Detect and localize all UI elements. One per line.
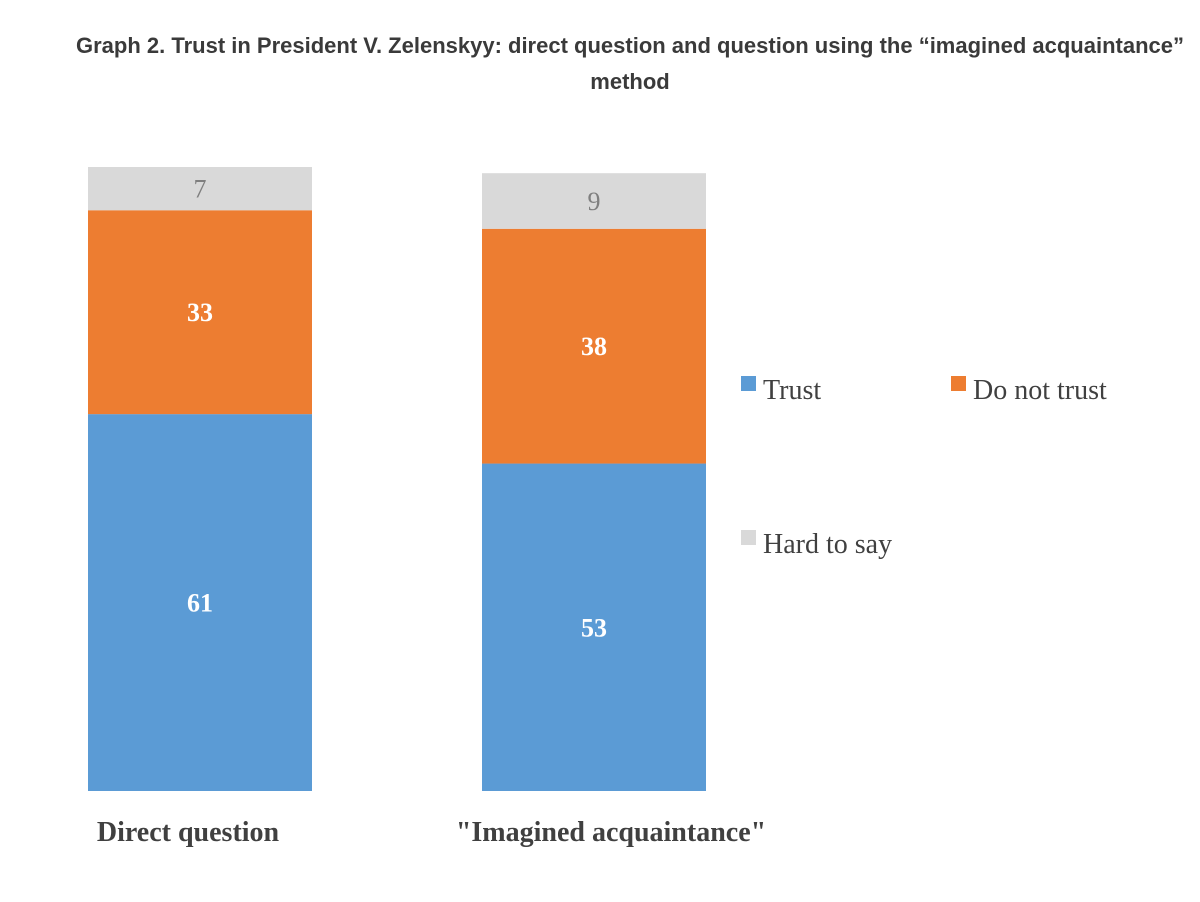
data-label-do-not-trust-2: 38 <box>581 332 607 361</box>
category-label-1: Direct question <box>97 817 280 848</box>
data-label-trust-2: 53 <box>581 613 607 642</box>
category-label-2: "Imagined acquaintance" <box>456 817 766 848</box>
bar-trust-1 <box>88 414 312 791</box>
data-label-do-not-trust-1: 33 <box>187 298 213 327</box>
category-labels-layer: Direct question "Imagined acquaintance" <box>97 817 766 848</box>
legend: Trust Do not trust Hard to say <box>741 375 1107 560</box>
data-label-hard-to-say-2: 9 <box>588 187 601 216</box>
value-labels-layer: 61 33 7 53 38 9 <box>187 175 607 643</box>
chart-title: Graph 2. Trust in President V. Zelenskyy… <box>76 33 1184 94</box>
legend-swatch-trust <box>741 376 756 391</box>
bar-trust-2 <box>482 463 706 791</box>
legend-label-do-not-trust: Do not trust <box>973 375 1107 406</box>
bars-layer <box>88 167 706 791</box>
legend-swatch-hard-to-say <box>741 530 756 545</box>
legend-swatch-do-not-trust <box>951 376 966 391</box>
legend-label-trust: Trust <box>763 375 821 406</box>
bar-hard-to-say-2 <box>482 173 706 229</box>
legend-label-hard-to-say: Hard to say <box>763 529 892 560</box>
bar-hard-to-say-1 <box>88 167 312 211</box>
bar-do-not-trust-2 <box>482 228 706 464</box>
bar-do-not-trust-1 <box>88 210 312 415</box>
data-label-trust-1: 61 <box>187 589 213 618</box>
data-label-hard-to-say-1: 7 <box>194 175 207 204</box>
